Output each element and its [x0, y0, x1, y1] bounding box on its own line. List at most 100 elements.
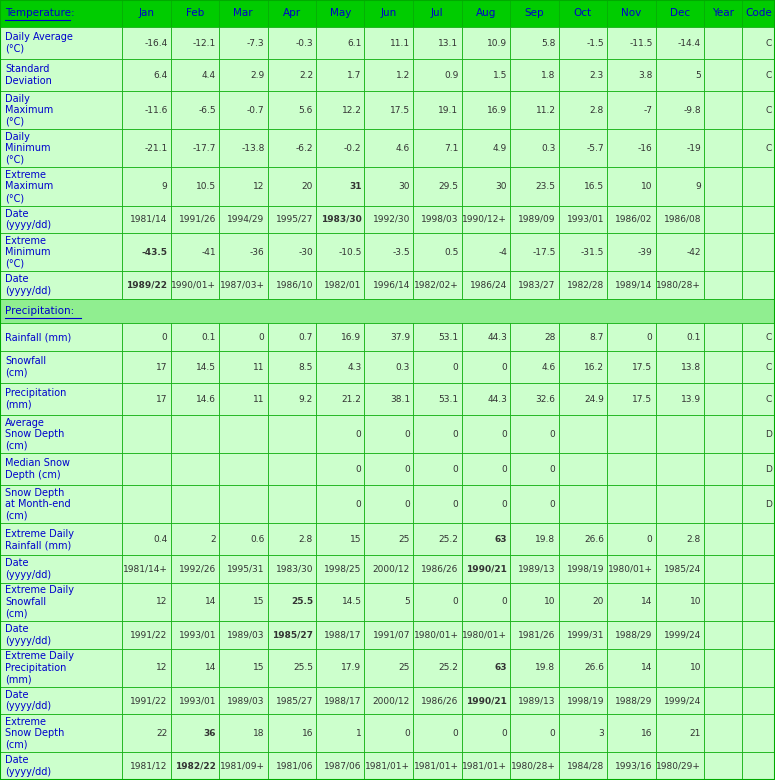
Bar	[170, 523, 219, 555]
Bar	[364, 59, 413, 91]
Bar	[461, 649, 510, 686]
Text: 1998/19: 1998/19	[567, 565, 604, 573]
Bar	[267, 485, 316, 523]
Bar	[267, 453, 316, 485]
Text: -43.5: -43.5	[142, 248, 167, 257]
Text: 8.5: 8.5	[298, 363, 313, 371]
Text: 14: 14	[641, 663, 653, 672]
Bar	[316, 129, 364, 168]
Bar	[510, 206, 559, 233]
Bar	[170, 351, 219, 383]
Bar	[364, 523, 413, 555]
Text: Daily
Minimum
(°C): Daily Minimum (°C)	[5, 132, 50, 165]
Text: 17: 17	[156, 395, 167, 403]
Text: -4: -4	[498, 248, 507, 257]
Text: C: C	[766, 38, 772, 48]
Text: 23.5: 23.5	[536, 182, 556, 191]
Bar	[170, 555, 219, 583]
Text: 25: 25	[398, 535, 410, 544]
Bar	[742, 271, 775, 299]
Text: 0: 0	[549, 430, 556, 438]
Bar	[170, 129, 219, 168]
Bar	[364, 383, 413, 415]
Text: 7.1: 7.1	[444, 144, 459, 153]
Text: -17.7: -17.7	[193, 144, 216, 153]
Text: -41: -41	[202, 248, 216, 257]
Bar	[656, 383, 704, 415]
Bar	[704, 91, 742, 129]
Bar	[316, 351, 364, 383]
Bar	[316, 271, 364, 299]
Text: 2.9: 2.9	[250, 70, 264, 80]
Bar	[510, 0, 559, 27]
Text: 53.1: 53.1	[439, 395, 459, 403]
Bar	[461, 129, 510, 168]
Bar	[122, 27, 170, 59]
Text: 1983/27: 1983/27	[518, 281, 556, 289]
Text: -12.1: -12.1	[193, 38, 216, 48]
Text: 9: 9	[162, 182, 167, 191]
Bar	[267, 27, 316, 59]
Bar	[316, 91, 364, 129]
Bar	[559, 453, 607, 485]
Text: C: C	[766, 333, 772, 342]
Text: 32.6: 32.6	[536, 395, 556, 403]
Bar	[510, 233, 559, 271]
Text: 0: 0	[501, 363, 507, 371]
Text: 16.9: 16.9	[487, 105, 507, 115]
Bar	[704, 686, 742, 714]
Text: 2.8: 2.8	[298, 535, 313, 544]
Bar	[170, 91, 219, 129]
Bar	[413, 0, 461, 27]
Text: 17.5: 17.5	[632, 363, 653, 371]
Bar	[656, 129, 704, 168]
Text: 16.9: 16.9	[341, 333, 361, 342]
Text: 1986/24: 1986/24	[470, 281, 507, 289]
Bar	[656, 453, 704, 485]
Text: 1981/01+: 1981/01+	[365, 762, 410, 771]
Bar	[122, 233, 170, 271]
Text: -16.4: -16.4	[144, 38, 167, 48]
Text: 3: 3	[598, 729, 604, 738]
Bar	[170, 649, 219, 686]
Bar	[656, 324, 704, 351]
Text: 20: 20	[593, 597, 604, 607]
Text: -1.5: -1.5	[587, 38, 604, 48]
Text: 1982/22: 1982/22	[175, 762, 216, 771]
Text: 5.6: 5.6	[298, 105, 313, 115]
Bar	[559, 383, 607, 415]
Text: -30: -30	[298, 248, 313, 257]
Bar	[510, 59, 559, 91]
Text: 11: 11	[253, 395, 264, 403]
Bar	[510, 523, 559, 555]
Bar	[704, 129, 742, 168]
Bar	[510, 583, 559, 621]
Text: -3.5: -3.5	[392, 248, 410, 257]
Bar	[170, 27, 219, 59]
Text: 1991/26: 1991/26	[178, 215, 216, 224]
Text: Snow Depth
at Month-end
(cm): Snow Depth at Month-end (cm)	[5, 488, 71, 521]
Text: May: May	[329, 9, 351, 19]
Bar	[461, 383, 510, 415]
Bar	[510, 129, 559, 168]
Bar	[607, 351, 656, 383]
Bar	[122, 168, 170, 206]
Bar	[0, 753, 122, 780]
Bar	[122, 0, 170, 27]
Bar	[219, 415, 267, 453]
Text: 14: 14	[205, 597, 216, 607]
Text: Date
(yyyy/dd): Date (yyyy/dd)	[5, 275, 51, 296]
Text: 5: 5	[695, 70, 701, 80]
Text: 13.9: 13.9	[681, 395, 701, 403]
Bar	[559, 271, 607, 299]
Bar	[122, 206, 170, 233]
Bar	[267, 206, 316, 233]
Bar	[704, 714, 742, 753]
Bar	[122, 415, 170, 453]
Bar	[607, 324, 656, 351]
Bar	[607, 415, 656, 453]
Bar	[413, 324, 461, 351]
Bar	[316, 324, 364, 351]
Bar	[742, 0, 775, 27]
Text: 1980/29+: 1980/29+	[656, 762, 701, 771]
